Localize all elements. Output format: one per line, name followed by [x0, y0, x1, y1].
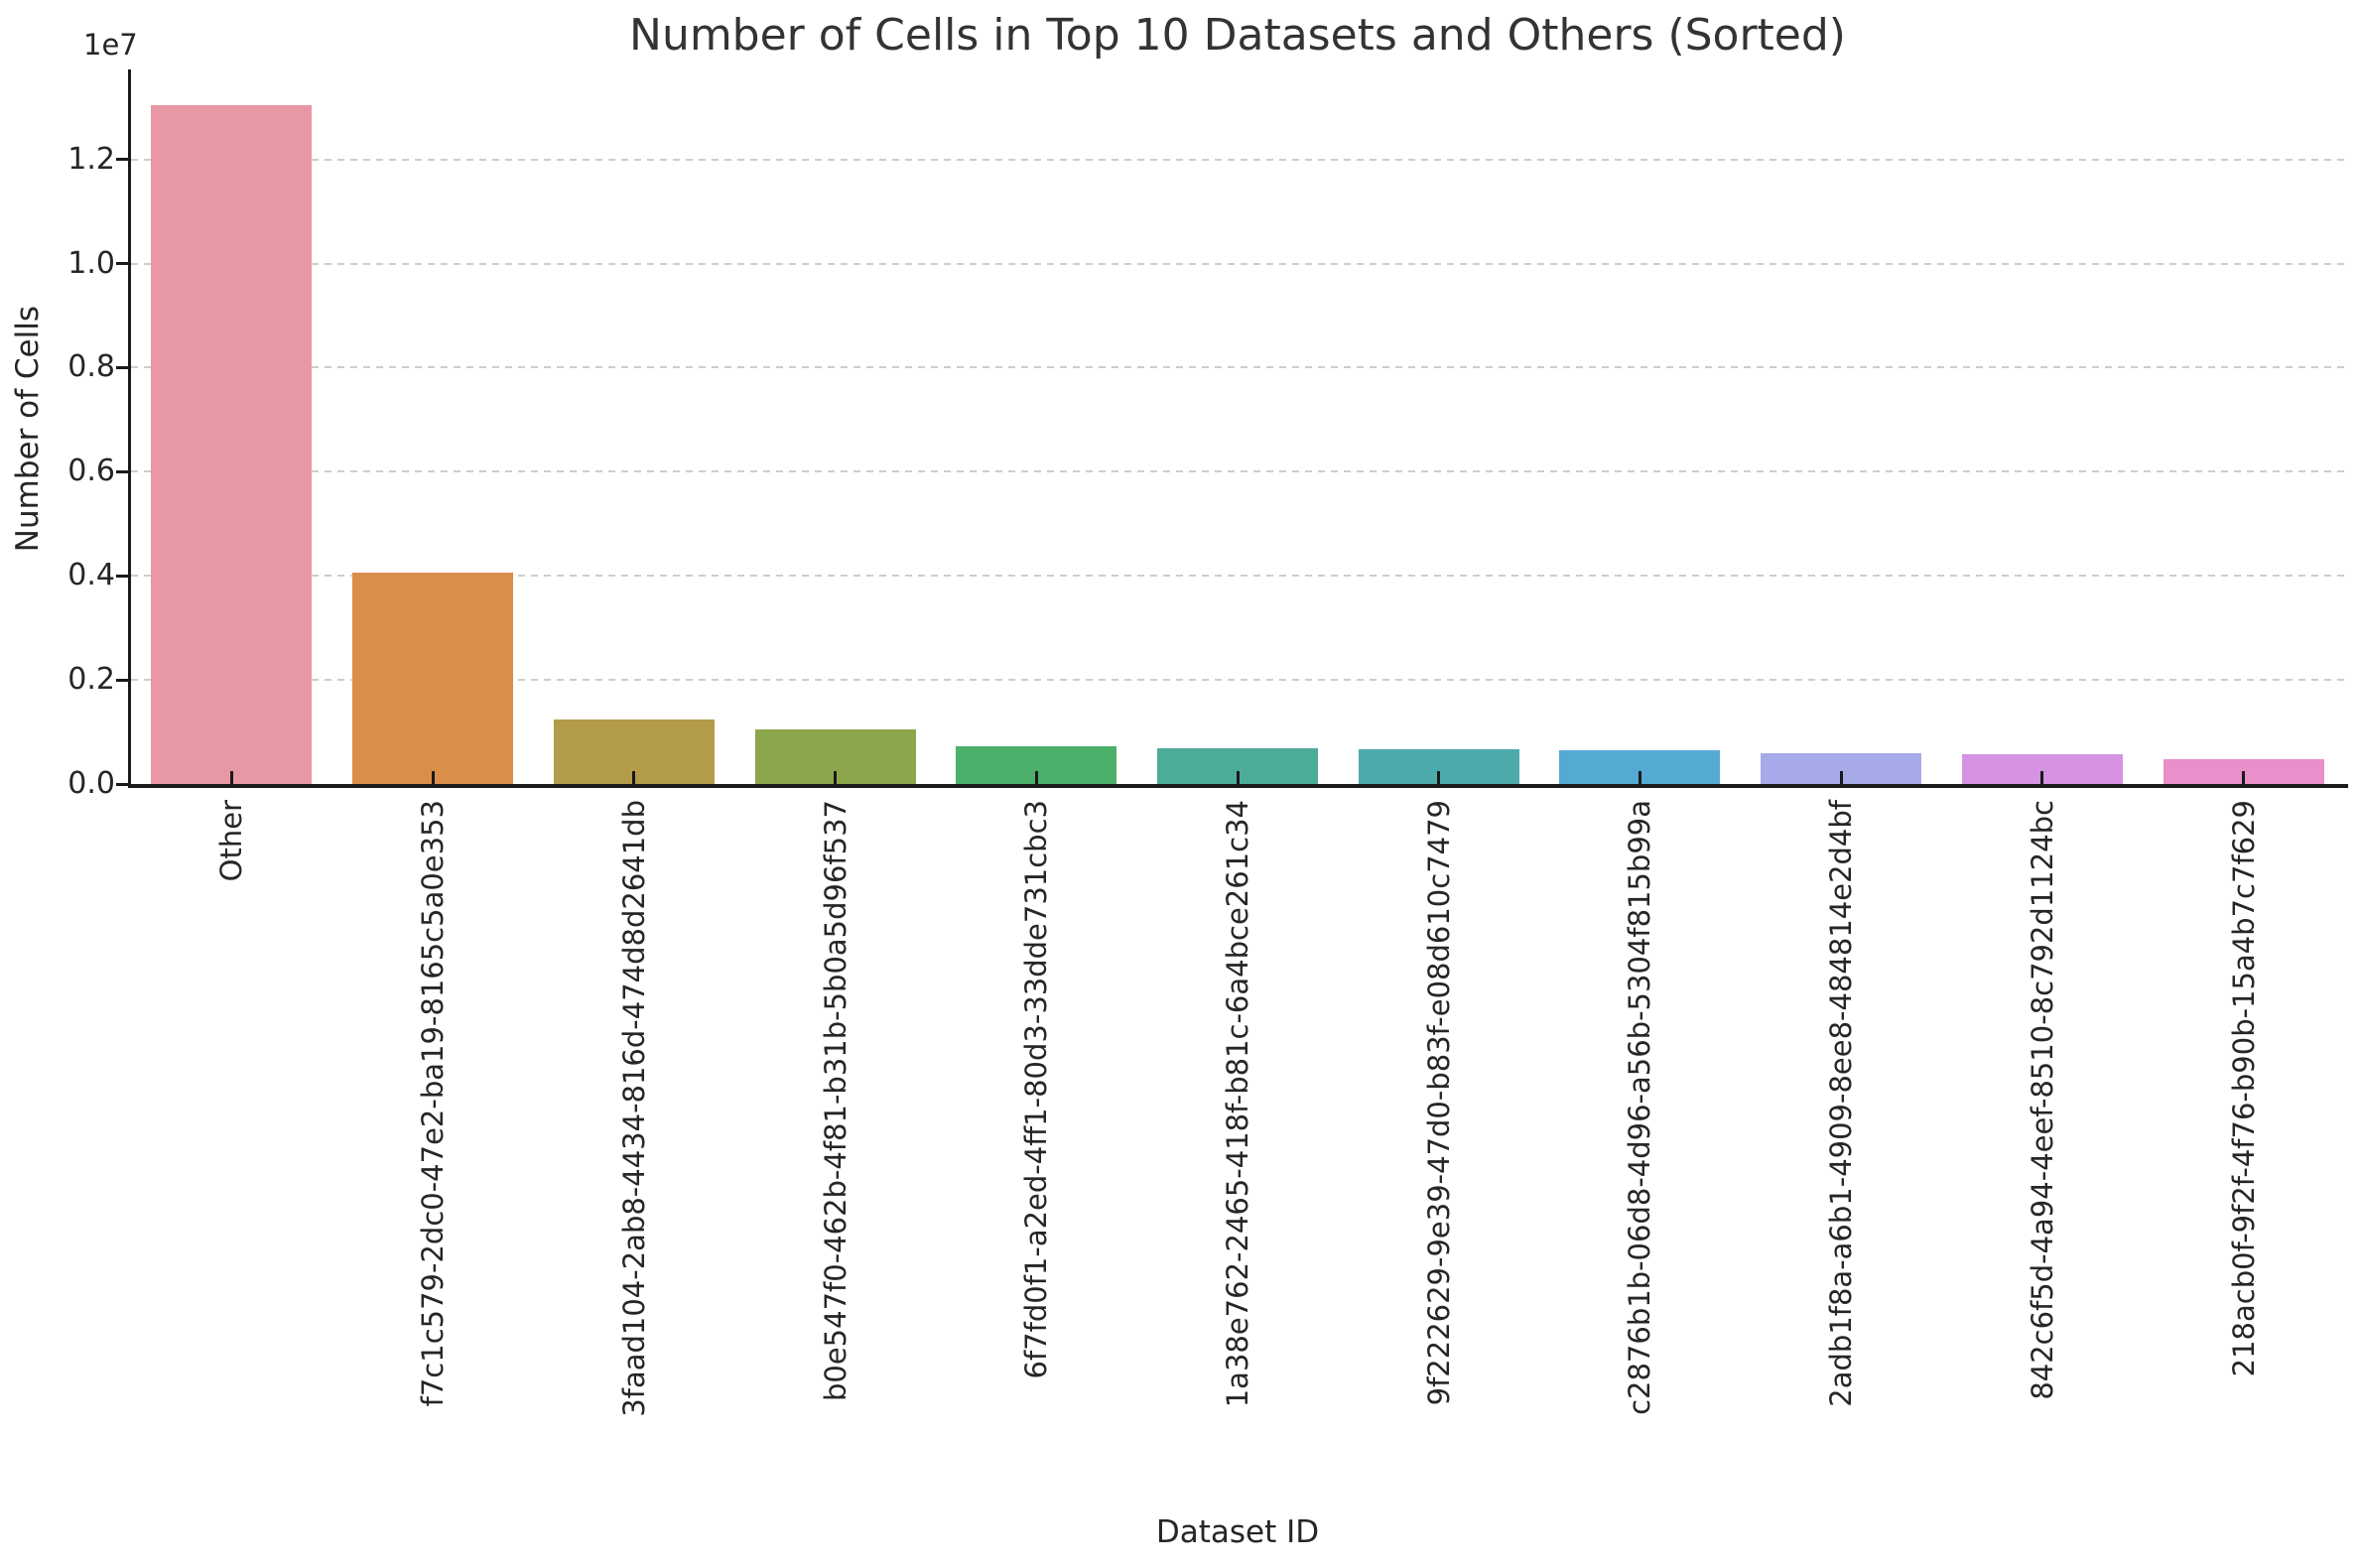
x-tick-mark	[1638, 771, 1641, 784]
gridline	[131, 158, 2344, 161]
y-tick-mark	[116, 469, 129, 473]
y-axis-spine	[128, 69, 131, 788]
bar	[352, 573, 514, 784]
y-axis-label: Number of Cells	[10, 305, 46, 553]
x-tick-label: 842c6f5d-4a94-4eef-8510-8c792d1124bc	[2025, 800, 2059, 1400]
y-tick-label: 1.0	[67, 245, 115, 281]
y-tick-label: 0.8	[67, 349, 115, 385]
y-tick-mark	[116, 365, 129, 369]
x-tick-label: 218acb0f-9f2f-4f76-b90b-15a4b7c7f629	[2226, 800, 2261, 1377]
x-tick-mark	[632, 771, 636, 784]
gridline	[131, 679, 2344, 682]
x-tick-mark	[229, 771, 233, 784]
y-tick-label: 0.2	[67, 662, 115, 698]
x-tick-label: 3faad104-2ab8-4434-816d-474d8d2641db	[616, 800, 651, 1417]
x-tick-mark	[1236, 771, 1240, 784]
bar	[151, 104, 313, 784]
gridline	[131, 262, 2344, 265]
x-tick-mark	[1437, 771, 1441, 784]
y-tick-mark	[116, 574, 129, 578]
x-tick-mark	[2242, 771, 2246, 784]
y-tick-mark	[116, 678, 129, 682]
x-tick-label: 1a38e762-2465-418f-b81c-6a4bce261c34	[1221, 800, 1254, 1408]
x-tick-mark	[431, 771, 435, 784]
gridline	[131, 366, 2344, 369]
x-tick-mark	[1839, 771, 1843, 784]
x-tick-label: c2876b1b-06d8-4d96-a56b-5304f815b99a	[1623, 800, 1657, 1415]
x-tick-mark	[834, 771, 838, 784]
x-tick-label: 2adb1f8a-a6b1-4909-8ee8-484814e2d4bf	[1824, 800, 1859, 1407]
x-tick-label: Other	[214, 800, 249, 882]
y-tick-mark	[116, 782, 129, 786]
y-tick-label: 1.2	[67, 141, 115, 177]
y-tick-label: 0.4	[67, 558, 115, 593]
x-axis-label: Dataset ID	[1155, 1514, 1320, 1550]
x-axis-spine	[128, 784, 2348, 788]
x-tick-label: f7c1c579-2dc0-47e2-ba19-8165c5a0e353	[416, 800, 451, 1407]
chart-title: Number of Cells in Top 10 Datasets and O…	[629, 10, 1846, 61]
y-tick-label: 0.6	[67, 454, 115, 489]
y-axis-offset-text: 1e7	[83, 28, 138, 62]
y-tick-mark	[116, 158, 129, 162]
x-tick-label: b0e547f0-462b-4f81-b31b-5b0a5d96f537	[818, 800, 853, 1402]
y-tick-mark	[116, 262, 129, 266]
y-tick-label: 0.0	[67, 766, 115, 801]
x-tick-label: 6f7fd0f1-a2ed-4ff1-80d3-33dde731cbc3	[1019, 800, 1054, 1379]
x-tick-label: 9f222629-9e39-47d0-b83f-e08d610c7479	[1421, 800, 1456, 1406]
gridline	[131, 575, 2344, 578]
x-tick-mark	[1034, 771, 1038, 784]
x-tick-mark	[2040, 771, 2044, 784]
gridline	[131, 470, 2344, 473]
